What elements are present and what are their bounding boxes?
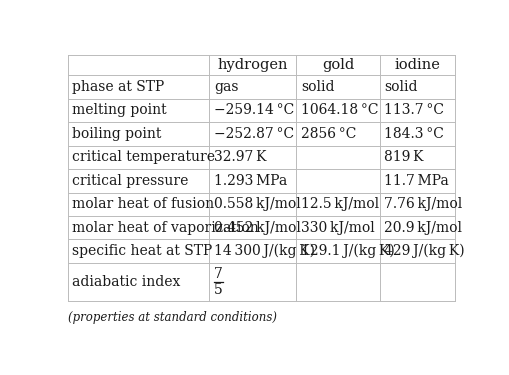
Text: boiling point: boiling point <box>72 127 161 141</box>
Text: hydrogen: hydrogen <box>217 58 288 72</box>
Text: gas: gas <box>213 80 238 94</box>
Text: gold: gold <box>321 58 353 72</box>
Text: 7.76 kJ/mol: 7.76 kJ/mol <box>383 197 462 211</box>
Text: 113.7 °C: 113.7 °C <box>383 103 443 117</box>
Text: 129.1 J/(kg K): 129.1 J/(kg K) <box>300 244 394 258</box>
Text: 12.5 kJ/mol: 12.5 kJ/mol <box>300 197 378 211</box>
Text: (properties at standard conditions): (properties at standard conditions) <box>68 311 277 324</box>
Text: 0.452 kJ/mol: 0.452 kJ/mol <box>213 221 300 235</box>
Text: 32.97 K: 32.97 K <box>213 150 266 164</box>
Text: 14 300 J/(kg K): 14 300 J/(kg K) <box>213 244 314 258</box>
Text: melting point: melting point <box>72 103 167 117</box>
Text: 330 kJ/mol: 330 kJ/mol <box>300 221 374 235</box>
Text: 20.9 kJ/mol: 20.9 kJ/mol <box>383 221 461 235</box>
Text: 7: 7 <box>213 267 222 280</box>
Text: 0.558 kJ/mol: 0.558 kJ/mol <box>213 197 300 211</box>
Text: molar heat of vaporization: molar heat of vaporization <box>72 221 259 235</box>
Text: 819 K: 819 K <box>383 150 423 164</box>
Text: specific heat at STP: specific heat at STP <box>72 244 212 258</box>
Text: iodine: iodine <box>393 58 439 72</box>
Text: 184.3 °C: 184.3 °C <box>383 127 443 141</box>
Text: −259.14 °C: −259.14 °C <box>213 103 294 117</box>
Text: 5: 5 <box>213 283 222 297</box>
Text: critical temperature: critical temperature <box>72 150 215 164</box>
Text: 1.293 MPa: 1.293 MPa <box>213 174 287 188</box>
Text: 429 J/(kg K): 429 J/(kg K) <box>383 244 464 258</box>
Text: molar heat of fusion: molar heat of fusion <box>72 197 214 211</box>
Text: solid: solid <box>300 80 334 94</box>
Text: adiabatic index: adiabatic index <box>72 275 181 289</box>
Text: solid: solid <box>383 80 417 94</box>
Text: critical pressure: critical pressure <box>72 174 188 188</box>
Text: −252.87 °C: −252.87 °C <box>213 127 293 141</box>
Text: 1064.18 °C: 1064.18 °C <box>300 103 378 117</box>
Text: 2856 °C: 2856 °C <box>300 127 356 141</box>
Text: phase at STP: phase at STP <box>72 80 164 94</box>
Text: 11.7 MPa: 11.7 MPa <box>383 174 448 188</box>
